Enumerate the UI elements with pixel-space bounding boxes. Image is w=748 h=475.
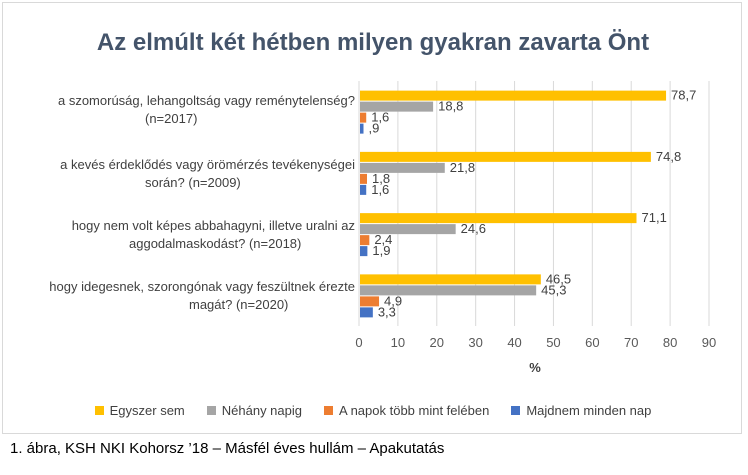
x-tick-label-80: 80	[663, 335, 677, 350]
category-label-3: hogy nem volt képes abbahagyni, illetve …	[25, 217, 355, 253]
category-label-1-line1: a szomorúság, lehangoltság vagy reményte…	[57, 93, 355, 108]
data-label-series1-cat1: 78,7	[671, 88, 696, 103]
legend: Egyszer sem Néhány napig A napok több mi…	[3, 403, 743, 418]
category-label-4-line2: magát? (n=2020)	[189, 297, 289, 312]
category-label-4: hogy idegesnek, szorongónak vagy feszült…	[25, 278, 355, 314]
category-label-2: a kevés érdeklődés vagy örömérzés tevéke…	[25, 156, 355, 192]
legend-item-2: Néhány napig	[206, 403, 302, 418]
legend-item-3: A napok több mint felében	[324, 403, 489, 418]
data-label-series3-cat4: 4,9	[384, 293, 402, 308]
data-label-series4-cat4: 3,3	[378, 304, 396, 319]
legend-item-1: Egyszer sem	[94, 403, 185, 418]
bar-series1-cat1	[360, 90, 667, 101]
x-tick-label-50: 50	[546, 335, 560, 350]
bar-series4-cat1	[360, 123, 364, 134]
legend-label-2: Néhány napig	[221, 403, 302, 418]
data-label-series2-cat1: 18,8	[438, 99, 463, 114]
data-label-series3-cat3: 2,4	[374, 232, 392, 247]
bar-series1-cat4	[360, 274, 541, 285]
bar-series4-cat3	[360, 246, 368, 257]
legend-label-1: Egyszer sem	[109, 403, 185, 418]
chart-title: Az elmúlt két hétben milyen gyakran zava…	[96, 29, 650, 56]
data-label-series2-cat2: 21,8	[450, 160, 475, 175]
bar-series4-cat2	[360, 184, 367, 195]
x-tick-label-0: 0	[355, 335, 362, 350]
legend-swatch-4	[511, 406, 521, 415]
category-label-3-line2: aggodalmaskodást? (n=2018)	[129, 236, 302, 251]
category-label-2-line2: során? (n=2009)	[145, 175, 241, 190]
legend-swatch-3	[324, 406, 333, 415]
bar-series3-cat4	[360, 296, 380, 307]
data-label-series1-cat3: 71,1	[642, 210, 667, 225]
plot-area: 0 10 20 30 40 50 60 70 80 90 78,7 74,8 71,1 46,5 18,8 2…	[355, 81, 716, 350]
data-label-series3-cat2: 1,8	[372, 171, 390, 186]
data-label-series2-cat4: 45,3	[541, 282, 566, 297]
legend-swatch-1	[94, 406, 104, 415]
bar-series1-cat2	[360, 151, 651, 162]
figure-caption: 1. ábra, KSH NKI Kohorsz ’18 – Másfél év…	[10, 440, 445, 457]
x-tick-label-20: 20	[430, 335, 444, 350]
legend-label-4: Majdnem minden nap	[526, 403, 652, 418]
legend-item-4: Majdnem minden nap	[511, 403, 651, 418]
x-tick-label-10: 10	[391, 335, 405, 350]
category-label-1-line2: (n=2017)	[145, 111, 198, 126]
bar-series2-cat1	[360, 101, 434, 112]
data-label-series4-cat1: ,9	[369, 121, 380, 136]
data-label-series1-cat2: 74,8	[656, 149, 681, 164]
chart-frame: Az elmúlt két hétben milyen gyakran zava…	[2, 2, 742, 434]
x-tick-label-70: 70	[624, 335, 638, 350]
legend-label-3: A napok több mint felében	[339, 403, 490, 418]
category-label-2-line1: a kevés érdeklődés vagy örömérzés tevéke…	[60, 157, 355, 172]
data-label-series4-cat3: 1,9	[372, 243, 390, 258]
category-label-1: a szomorúság, lehangoltság vagy reményte…	[25, 92, 355, 128]
category-label-4-line1: hogy idegesnek, szorongónak vagy feszült…	[49, 279, 355, 294]
data-label-series4-cat2: 1,6	[371, 182, 389, 197]
bar-series2-cat3	[360, 224, 456, 235]
bar-series2-cat2	[360, 162, 445, 173]
x-axis-title: %	[529, 360, 541, 375]
category-label-3-line1: hogy nem volt képes abbahagyni, illetve …	[71, 218, 355, 233]
legend-swatch-2	[206, 406, 216, 415]
bar-series3-cat1	[360, 112, 367, 123]
x-tick-label-30: 30	[468, 335, 482, 350]
bar-series3-cat2	[360, 173, 367, 184]
x-tick-label-60: 60	[585, 335, 599, 350]
bar-series3-cat3	[360, 235, 370, 246]
x-tick-label-90: 90	[702, 335, 716, 350]
data-label-series1-cat4: 46,5	[546, 271, 571, 286]
bar-series4-cat4	[360, 307, 373, 318]
bar-series1-cat3	[360, 213, 637, 224]
data-label-series2-cat3: 24,6	[461, 221, 486, 236]
data-label-series3-cat1: 1,6	[371, 110, 389, 125]
bar-series2-cat4	[360, 285, 537, 296]
x-tick-label-40: 40	[507, 335, 521, 350]
